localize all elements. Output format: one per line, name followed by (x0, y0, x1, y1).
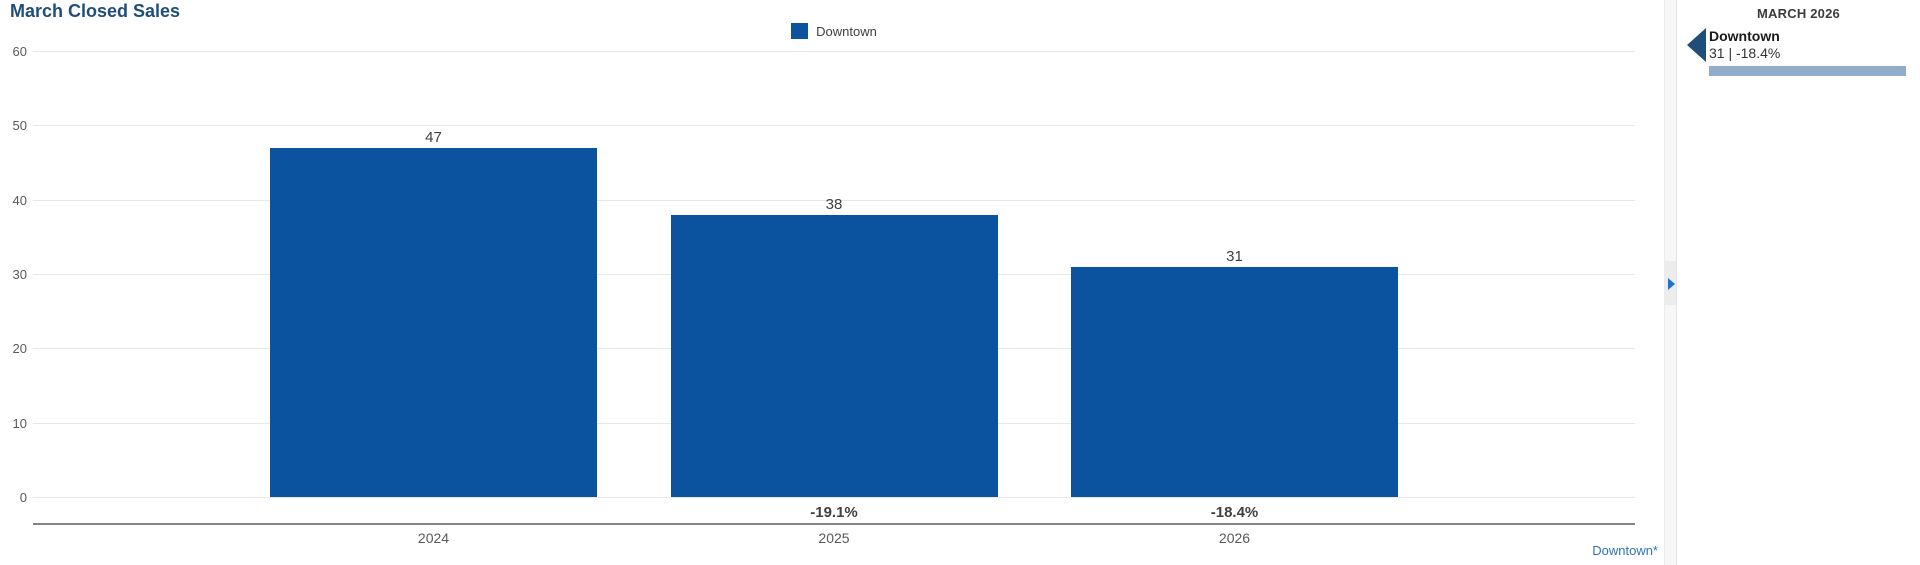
y-axis-tick-label: 10 (12, 415, 27, 431)
summary-side-panel: MARCH 2026 Downtown 31 | -18.4% (1677, 0, 1920, 565)
bar-chart-plot-area: 0 10 20 30 40 50 60 47 2024 38 -19.1% 2025 31 -18.4% 2… (12, 44, 1635, 546)
y-axis-tick-label: 40 (12, 192, 27, 208)
legend: Downtown (33, 21, 1635, 41)
y-axis-tick-label: 20 (12, 341, 27, 357)
x-axis-tick-label: 2024 (417, 530, 450, 546)
gridline-50 (33, 125, 1635, 127)
gridline-40 (33, 199, 1635, 201)
left-triangle-marker-icon (1687, 28, 1706, 62)
y-axis-tick-label: 0 (19, 490, 27, 505)
y-axis-tick-label: 50 (12, 118, 27, 134)
panel-entry-downtown[interactable]: Downtown 31 | -18.4% (1687, 28, 1909, 78)
pct-change-label: -19.1% (810, 504, 858, 521)
panel-entry-stats: 31 | -18.4% (1709, 45, 1781, 61)
panel-splitter[interactable] (1664, 0, 1677, 565)
pct-change-label: -18.4% (1210, 504, 1259, 521)
bar-value-label: 31 (1226, 247, 1243, 265)
panel-entry-trend-bar (1709, 66, 1906, 76)
bar-value-label: 38 (825, 195, 843, 213)
x-axis-tick-label: 2025 (818, 530, 850, 546)
bar-2024[interactable] (270, 147, 597, 497)
bar-2026[interactable] (1071, 266, 1398, 497)
x-axis-tick-label: 2026 (1218, 530, 1251, 546)
bar-value-label: 47 (425, 128, 442, 146)
legend-swatch-downtown (791, 23, 809, 39)
panel-header: MARCH 2026 (1757, 6, 1840, 21)
y-axis-tick-label: 30 (12, 267, 27, 282)
y-axis-tick-label: 60 (12, 44, 27, 59)
x-axis-line (33, 523, 1635, 525)
gridline-60 (33, 51, 1635, 52)
chart-title: March Closed Sales (10, 1, 181, 21)
gridline-0 (33, 497, 1635, 498)
panel-entry-name: Downtown (1709, 28, 1780, 44)
bar-2025[interactable] (670, 214, 998, 497)
expand-panel-arrow-icon[interactable] (1668, 278, 1675, 290)
legend-label-downtown: Downtown (816, 23, 877, 39)
downtown-footnote-link[interactable]: Downtown* (1592, 543, 1658, 558)
